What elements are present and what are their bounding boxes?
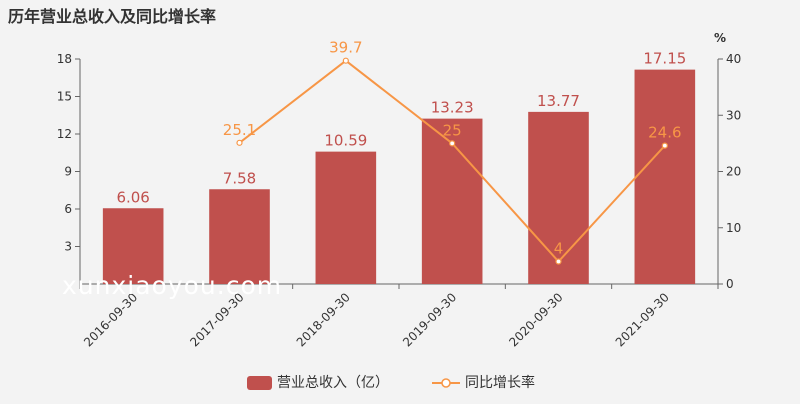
growth-rate-point — [449, 140, 456, 147]
x-tick-label: 2019-09-30 — [400, 290, 459, 349]
bar-value-label: 10.59 — [324, 132, 367, 150]
y-right-tick-label: 0 — [726, 277, 734, 291]
y-right-tick-label: 40 — [726, 52, 741, 66]
x-tick-label: 2020-09-30 — [506, 290, 565, 349]
bar-value-label: 6.06 — [116, 188, 149, 206]
y-left-tick-label: 3 — [64, 240, 72, 254]
y-left-tick-label: 15 — [57, 90, 72, 104]
legend-line-label: 同比增长率 — [465, 374, 535, 391]
y-left-tick-label: 6 — [64, 202, 72, 216]
legend-line-marker — [441, 378, 451, 388]
bar — [209, 189, 270, 284]
growth-rate-value-label: 39.7 — [329, 39, 362, 57]
y-right-tick-label: 20 — [726, 165, 741, 179]
bar — [528, 111, 589, 284]
growth-rate-value-label: 24.6 — [648, 124, 681, 142]
bar-value-label: 7.58 — [223, 169, 256, 187]
growth-rate-point — [236, 139, 243, 146]
growth-rate-value-label: 4 — [554, 240, 564, 258]
bar-value-label: 13.23 — [431, 99, 474, 117]
bar — [102, 208, 164, 284]
y-left-tick-label: 18 — [57, 52, 72, 66]
legend-bar-label: 营业总收入（亿） — [277, 375, 389, 391]
growth-rate-value-label: 25.1 — [223, 121, 256, 139]
growth-rate-value-label: 25 — [443, 121, 462, 139]
bar — [315, 151, 377, 284]
chart-title: 历年营业总收入及同比增长率 — [8, 7, 217, 26]
bar — [634, 69, 696, 284]
x-tick-label: 2021-09-30 — [613, 290, 672, 349]
growth-rate-point — [555, 258, 562, 265]
y-right-tick-label: 10 — [726, 221, 741, 235]
y-right-tick-label: 30 — [726, 108, 741, 122]
bar-value-label: 17.15 — [643, 50, 686, 68]
growth-rate-point — [661, 142, 668, 149]
watermark-text: xunxiaoyou.com — [62, 271, 282, 300]
growth-rate-point — [342, 57, 349, 64]
x-tick-label: 2018-09-30 — [294, 290, 353, 349]
y-left-tick-label: 12 — [57, 127, 72, 141]
legend-bar-swatch — [247, 376, 272, 390]
bar-value-label: 13.77 — [537, 92, 580, 110]
y-left-tick-label: 9 — [64, 165, 72, 179]
y-right-unit-label: % — [714, 31, 726, 45]
